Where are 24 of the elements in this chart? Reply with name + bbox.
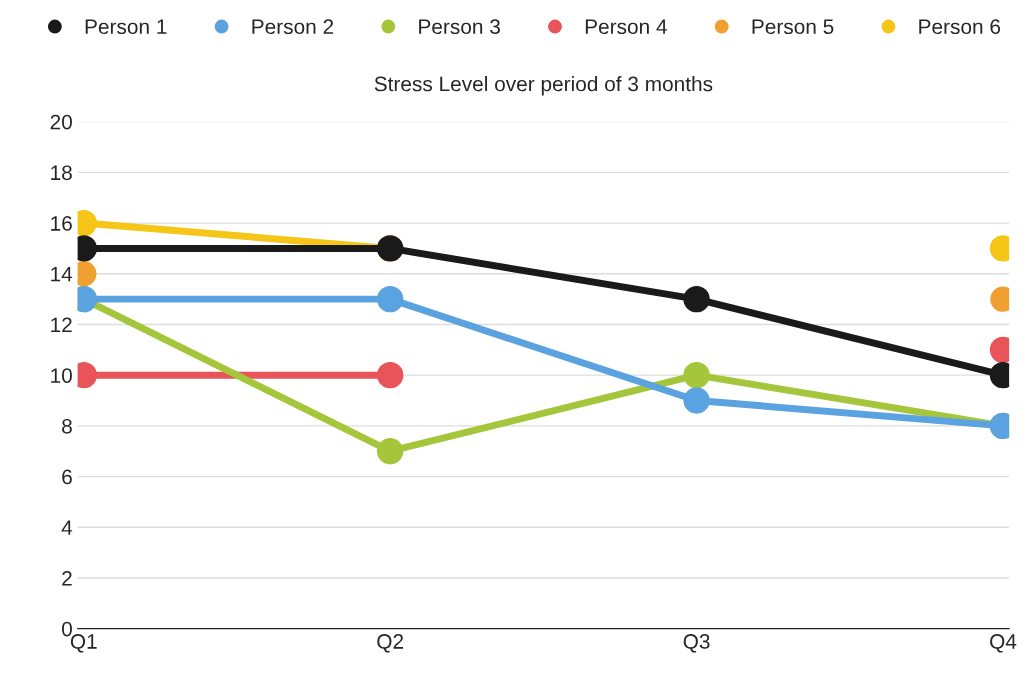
legend-label: Person 3	[419, 19, 500, 35]
x-tick-label: Q1	[70, 634, 97, 653]
legend-label: Person 2	[252, 19, 334, 35]
y-tick-label: 20	[50, 114, 72, 130]
legend-label: Person 1	[85, 19, 167, 35]
y-tick-label: 8	[62, 418, 72, 434]
y-tick-label: 4	[61, 520, 73, 535]
y-tick-label: 16	[51, 216, 72, 231]
point	[683, 361, 710, 389]
legend-label: Person 6	[919, 19, 1001, 35]
legend-label: Person 4	[585, 19, 667, 35]
chart-title: Stress Level over period of 3 months	[374, 76, 713, 96]
y-tick-label: 10	[51, 368, 72, 383]
y-tick-label: 2	[62, 570, 72, 586]
y-tick-label: 14	[51, 267, 73, 282]
y-tick-label: 12	[51, 317, 72, 333]
x-tick-label: Q2	[377, 634, 404, 653]
legend-label: Person 5	[752, 19, 834, 35]
y-tick-label: 18	[51, 165, 72, 181]
y-tick-label: 6	[62, 469, 72, 485]
x-tick-label: Q4	[990, 634, 1017, 653]
point	[376, 438, 404, 465]
x-tick-label: Q3	[683, 634, 710, 653]
y-tick-label: 0	[61, 621, 72, 637]
